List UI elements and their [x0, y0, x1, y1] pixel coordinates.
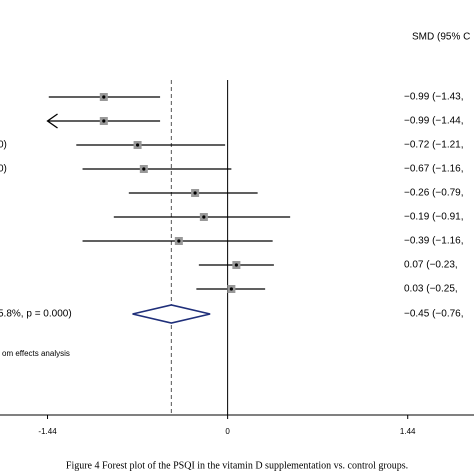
note: om effects analysis — [2, 349, 70, 358]
x-tick-label: 0 — [225, 427, 230, 436]
point — [177, 239, 181, 243]
point — [229, 287, 233, 291]
point — [102, 119, 106, 123]
x-tick-label: -1.44 — [38, 427, 57, 436]
point — [135, 143, 140, 147]
point — [234, 263, 238, 267]
point — [102, 95, 106, 99]
overall-estimate: −0.45 (−0.76, — [404, 309, 464, 320]
study-label: 0) — [0, 140, 7, 151]
estimate-label: −0.19 (−0.91, — [404, 212, 464, 223]
ci-arrow — [46, 113, 58, 129]
estimate-label: 0.03 (−0.25, — [404, 284, 458, 295]
column-header: SMD (95% C — [412, 32, 470, 43]
point — [193, 191, 197, 195]
overall-diamond — [132, 304, 211, 324]
study-label: 0) — [0, 164, 7, 175]
estimate-label: −0.99 (−1.43, — [404, 92, 464, 103]
estimate-label: −0.26 (−0.79, — [404, 188, 464, 199]
estimate-label: −0.67 (−1.16, — [404, 164, 464, 175]
estimate-label: −0.72 (−1.21, — [404, 140, 464, 151]
x-tick-label: 1.44 — [400, 427, 416, 436]
caption: Figure 4 Forest plot of the PSQI in the … — [66, 460, 408, 471]
estimate-label: −0.39 (−1.16, — [404, 236, 464, 247]
estimate-label: 0.07 (−0.23, — [404, 260, 458, 271]
estimate-label: −0.99 (−1.44, — [404, 116, 464, 127]
point — [202, 215, 206, 219]
overall-label: 5.8%, p = 0.000) — [0, 309, 72, 320]
point — [142, 167, 146, 171]
